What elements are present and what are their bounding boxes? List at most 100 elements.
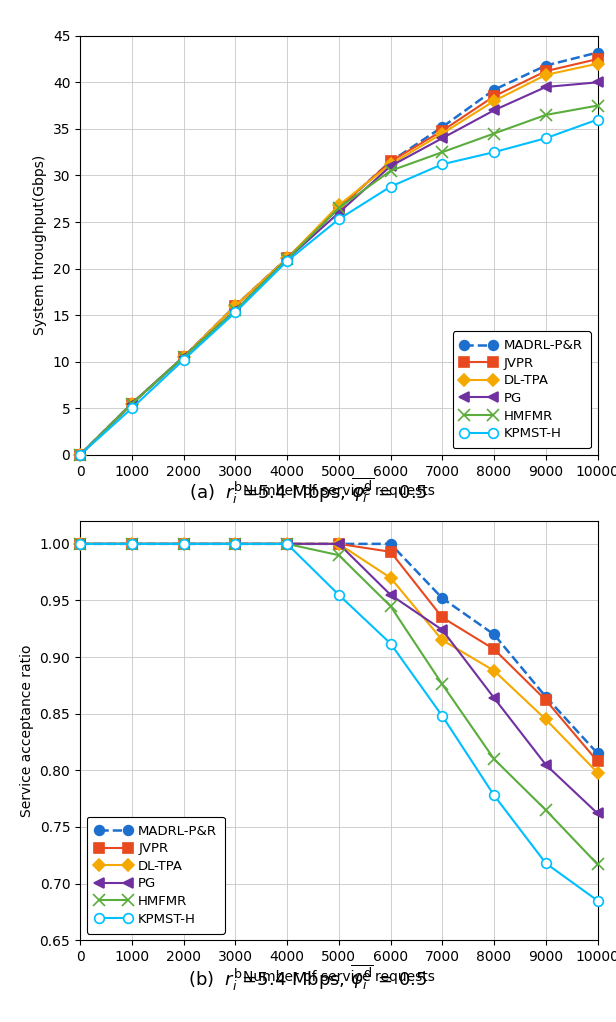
MADRL-P&R bbox=[542, 691, 549, 703]
PG bbox=[439, 132, 446, 144]
KPMST-H bbox=[335, 589, 342, 601]
Line: MADRL-P&R: MADRL-P&R bbox=[75, 48, 602, 460]
KPMST-H bbox=[232, 538, 239, 550]
HMFMR bbox=[594, 99, 601, 111]
KPMST-H bbox=[335, 213, 342, 225]
DL-TPA bbox=[490, 664, 498, 677]
DL-TPA bbox=[232, 299, 239, 312]
JVPR bbox=[594, 755, 601, 768]
Line: HMFMR: HMFMR bbox=[75, 539, 603, 870]
JVPR bbox=[387, 155, 394, 168]
HMFMR bbox=[542, 108, 549, 121]
MADRL-P&R bbox=[76, 449, 84, 461]
HMFMR bbox=[128, 398, 136, 410]
HMFMR bbox=[490, 128, 498, 140]
HMFMR bbox=[283, 538, 291, 550]
MADRL-P&R bbox=[335, 538, 342, 550]
Line: DL-TPA: DL-TPA bbox=[76, 59, 602, 459]
Line: PG: PG bbox=[75, 539, 602, 819]
MADRL-P&R bbox=[542, 59, 549, 72]
HMFMR bbox=[335, 202, 342, 215]
DL-TPA bbox=[283, 252, 291, 265]
DL-TPA bbox=[335, 538, 342, 550]
JVPR bbox=[542, 694, 549, 706]
HMFMR bbox=[283, 253, 291, 266]
HMFMR bbox=[232, 538, 239, 550]
JVPR bbox=[594, 53, 601, 65]
PG bbox=[490, 692, 498, 704]
JVPR bbox=[180, 538, 187, 550]
Y-axis label: System throughput(Gbps): System throughput(Gbps) bbox=[33, 155, 47, 335]
JVPR bbox=[76, 449, 84, 461]
DL-TPA bbox=[387, 571, 394, 584]
PG bbox=[542, 758, 549, 771]
KPMST-H bbox=[594, 113, 601, 126]
HMFMR bbox=[76, 449, 84, 461]
KPMST-H bbox=[232, 307, 239, 319]
DL-TPA bbox=[542, 713, 549, 726]
MADRL-P&R bbox=[232, 538, 239, 550]
Y-axis label: Service acceptance ratio: Service acceptance ratio bbox=[20, 645, 34, 817]
PG bbox=[594, 807, 601, 820]
KPMST-H bbox=[542, 857, 549, 870]
JVPR bbox=[283, 252, 291, 265]
KPMST-H bbox=[76, 538, 84, 550]
Line: DL-TPA: DL-TPA bbox=[76, 540, 602, 777]
DL-TPA bbox=[76, 538, 84, 550]
JVPR bbox=[232, 538, 239, 550]
JVPR bbox=[128, 538, 136, 550]
PG bbox=[335, 206, 342, 219]
MADRL-P&R bbox=[283, 538, 291, 550]
DL-TPA bbox=[283, 538, 291, 550]
JVPR bbox=[542, 65, 549, 78]
KPMST-H bbox=[128, 538, 136, 550]
JVPR bbox=[283, 538, 291, 550]
JVPR bbox=[490, 643, 498, 655]
PG bbox=[232, 305, 239, 317]
Legend: MADRL-P&R, JVPR, DL-TPA, PG, HMFMR, KPMST-H: MADRL-P&R, JVPR, DL-TPA, PG, HMFMR, KPMS… bbox=[87, 817, 225, 934]
HMFMR bbox=[594, 858, 601, 871]
HMFMR bbox=[180, 538, 187, 550]
PG bbox=[128, 398, 136, 410]
PG bbox=[76, 538, 84, 550]
KPMST-H bbox=[594, 894, 601, 907]
HMFMR bbox=[439, 679, 446, 691]
PG bbox=[542, 81, 549, 93]
DL-TPA bbox=[439, 128, 446, 140]
KPMST-H bbox=[439, 710, 446, 723]
PG bbox=[180, 538, 187, 550]
PG bbox=[128, 538, 136, 550]
KPMST-H bbox=[387, 638, 394, 650]
HMFMR bbox=[232, 305, 239, 317]
PG bbox=[490, 104, 498, 117]
DL-TPA bbox=[180, 351, 187, 363]
Line: JVPR: JVPR bbox=[75, 54, 602, 460]
DL-TPA bbox=[542, 68, 549, 81]
PG bbox=[387, 589, 394, 601]
DL-TPA bbox=[490, 95, 498, 107]
KPMST-H bbox=[542, 132, 549, 144]
Line: MADRL-P&R: MADRL-P&R bbox=[75, 539, 602, 758]
X-axis label: Number of service requests: Number of service requests bbox=[243, 484, 435, 498]
DL-TPA bbox=[76, 449, 84, 461]
HMFMR bbox=[180, 351, 187, 363]
MADRL-P&R bbox=[387, 155, 394, 168]
KPMST-H bbox=[490, 146, 498, 158]
Line: JVPR: JVPR bbox=[75, 539, 602, 766]
MADRL-P&R bbox=[128, 398, 136, 410]
MADRL-P&R bbox=[128, 538, 136, 550]
Text: (a)  $r_i^{\rm b}$=5.4 Mbps, $\overline{\varphi_i^{\rm d}}$ = 0.5: (a) $r_i^{\rm b}$=5.4 Mbps, $\overline{\… bbox=[188, 475, 428, 506]
MADRL-P&R bbox=[594, 747, 601, 759]
Legend: MADRL-P&R, JVPR, DL-TPA, PG, HMFMR, KPMST-H: MADRL-P&R, JVPR, DL-TPA, PG, HMFMR, KPMS… bbox=[453, 331, 591, 449]
MADRL-P&R bbox=[76, 538, 84, 550]
MADRL-P&R bbox=[490, 84, 498, 96]
MADRL-P&R bbox=[283, 252, 291, 265]
X-axis label: Number of service requests: Number of service requests bbox=[243, 970, 435, 983]
DL-TPA bbox=[232, 538, 239, 550]
MADRL-P&R bbox=[439, 592, 446, 604]
DL-TPA bbox=[180, 538, 187, 550]
HMFMR bbox=[439, 146, 446, 158]
DL-TPA bbox=[439, 634, 446, 646]
DL-TPA bbox=[335, 199, 342, 212]
JVPR bbox=[180, 351, 187, 363]
